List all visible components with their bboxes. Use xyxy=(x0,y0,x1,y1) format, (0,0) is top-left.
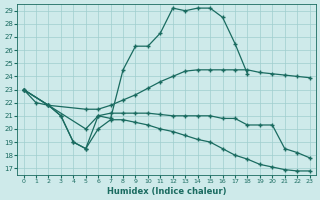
X-axis label: Humidex (Indice chaleur): Humidex (Indice chaleur) xyxy=(107,187,226,196)
